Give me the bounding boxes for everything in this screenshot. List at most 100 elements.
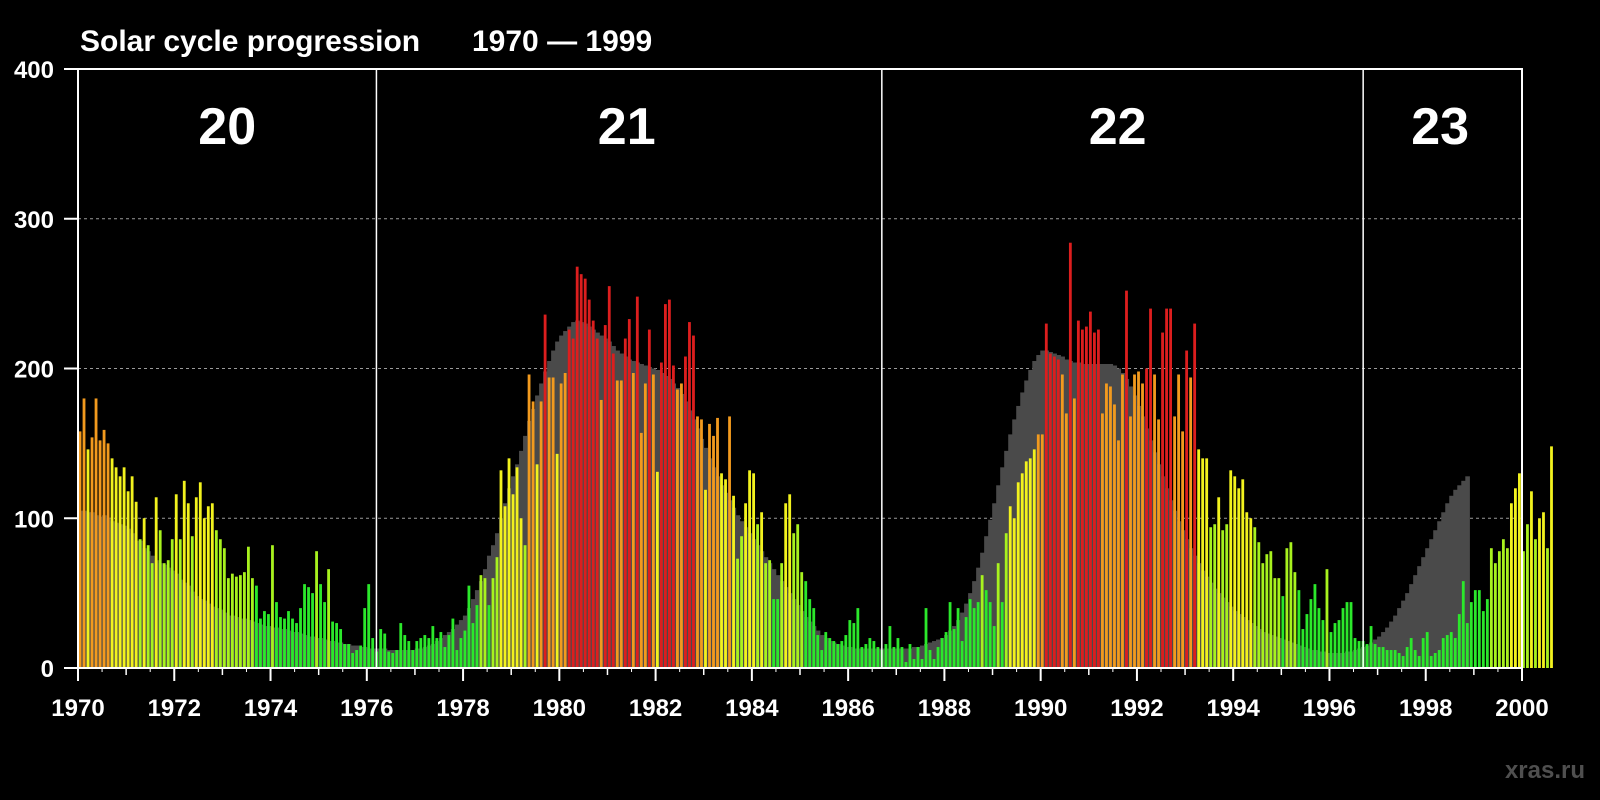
smoothed-bar bbox=[1449, 495, 1454, 668]
sunspot-bar bbox=[571, 338, 575, 668]
sunspot-bar bbox=[1429, 656, 1433, 668]
sunspot-bar bbox=[1221, 530, 1225, 668]
x-tick-label-1996: 1996 bbox=[1303, 695, 1356, 722]
sunspot-bar bbox=[1044, 323, 1048, 668]
sunspot-bar bbox=[307, 587, 310, 668]
sunspot-bar bbox=[1016, 482, 1020, 668]
sunspot-bar bbox=[820, 650, 824, 668]
sunspot-bar bbox=[94, 398, 98, 668]
sunspot-bar bbox=[996, 563, 1000, 668]
sunspot-bar bbox=[808, 599, 812, 668]
smoothed-bar bbox=[1433, 530, 1438, 668]
x-tick-label-1992: 1992 bbox=[1110, 695, 1163, 722]
sunspot-bar bbox=[1261, 563, 1265, 668]
sunspot-bar bbox=[1493, 563, 1497, 668]
sunspot-bar bbox=[150, 563, 154, 668]
sunspot-bar bbox=[110, 458, 114, 668]
sunspot-bar bbox=[519, 518, 523, 668]
sunspot-bar bbox=[222, 548, 226, 668]
sunspot-bar bbox=[1149, 308, 1152, 668]
sunspot-bar bbox=[1193, 323, 1197, 668]
y-tick-label-200: 200 bbox=[14, 357, 54, 384]
sunspot-bar bbox=[599, 399, 603, 668]
smoothed-bar bbox=[1405, 593, 1410, 668]
x-tick-label-1972: 1972 bbox=[148, 695, 201, 722]
sunspot-bar bbox=[415, 641, 419, 668]
sunspot-bar bbox=[972, 608, 976, 668]
sunspot-bar bbox=[744, 503, 747, 668]
sunspot-bar bbox=[154, 497, 158, 668]
sunspot-bar bbox=[1229, 470, 1233, 668]
smoothed-bar bbox=[1389, 621, 1394, 668]
sunspot-bar bbox=[1068, 242, 1072, 668]
sunspot-bar bbox=[1129, 416, 1132, 668]
sunspot-bar bbox=[1505, 548, 1509, 668]
sunspot-bar bbox=[1157, 419, 1160, 668]
sunspot-bar bbox=[567, 329, 571, 668]
sunspot-bar bbox=[856, 608, 860, 668]
sunspot-bar bbox=[343, 644, 347, 668]
sunspot-bar bbox=[1217, 497, 1221, 668]
sunspot-bar bbox=[535, 464, 539, 668]
sunspot-bar bbox=[1385, 650, 1389, 668]
sunspot-bar bbox=[1121, 374, 1124, 668]
sunspot-bar bbox=[1093, 332, 1096, 668]
sunspot-bar bbox=[1181, 431, 1185, 668]
sunspot-bar bbox=[1173, 416, 1177, 668]
sunspot-bar bbox=[190, 536, 194, 668]
sunspot-bar bbox=[667, 299, 671, 668]
smoothed-bar bbox=[1429, 539, 1434, 668]
sunspot-bar bbox=[1241, 479, 1245, 668]
sunspot-bar bbox=[1509, 503, 1513, 668]
sunspot-bar bbox=[499, 470, 503, 668]
cycle-label-23: 23 bbox=[1411, 98, 1469, 156]
sunspot-bar bbox=[1534, 539, 1537, 668]
sunspot-bar bbox=[555, 453, 559, 668]
sunspot-bar bbox=[1197, 449, 1201, 668]
sunspot-bar bbox=[1141, 383, 1144, 668]
sunspot-bar bbox=[1253, 527, 1257, 668]
sunspot-bar bbox=[230, 573, 234, 668]
sunspot-bar bbox=[788, 494, 792, 668]
sunspot-bar bbox=[1441, 638, 1445, 668]
sunspot-bar bbox=[1060, 374, 1064, 668]
smoothed-bar bbox=[988, 519, 993, 668]
watermark: xras.ru bbox=[1505, 757, 1585, 784]
sunspot-bar bbox=[531, 401, 535, 668]
sunspot-bar bbox=[523, 545, 527, 668]
sunspot-bar bbox=[487, 605, 491, 668]
sunspot-bar bbox=[619, 380, 623, 668]
sunspot-bar bbox=[1289, 542, 1293, 668]
sunspot-bar bbox=[647, 329, 651, 668]
sunspot-bar bbox=[1465, 623, 1469, 668]
sunspot-bar bbox=[1169, 308, 1172, 668]
sunspot-bar bbox=[475, 605, 479, 668]
sunspot-bar bbox=[840, 641, 844, 668]
sunspot-bar bbox=[1317, 608, 1321, 668]
sunspot-bar bbox=[1185, 350, 1189, 668]
sunspot-bar bbox=[1393, 650, 1397, 668]
sunspot-bar bbox=[1546, 548, 1549, 668]
sunspot-bar bbox=[1301, 629, 1305, 668]
sunspot-bar bbox=[246, 546, 250, 668]
sunspot-bar bbox=[768, 560, 772, 668]
sunspot-bar bbox=[659, 362, 663, 668]
x-tick-label-1982: 1982 bbox=[629, 695, 682, 722]
sunspot-bar bbox=[1048, 353, 1052, 668]
sunspot-bar bbox=[467, 585, 471, 668]
sunspot-bar bbox=[1040, 434, 1044, 668]
smoothed-bar bbox=[454, 624, 460, 668]
smoothed-bar bbox=[911, 647, 917, 668]
sunspot-bar bbox=[1237, 488, 1241, 668]
sunspot-bar bbox=[623, 338, 627, 668]
sunspot-bar bbox=[315, 551, 318, 668]
sunspot-bar bbox=[688, 322, 691, 668]
sunspot-bar bbox=[455, 650, 459, 668]
sunspot-bar bbox=[1313, 584, 1317, 668]
sunspot-bar bbox=[347, 644, 351, 668]
sunspot-bar bbox=[900, 647, 904, 668]
sunspot-bar bbox=[1481, 611, 1485, 668]
sunspot-bar bbox=[170, 539, 174, 668]
sunspot-bar bbox=[130, 476, 134, 668]
smoothed-bar bbox=[992, 503, 997, 668]
